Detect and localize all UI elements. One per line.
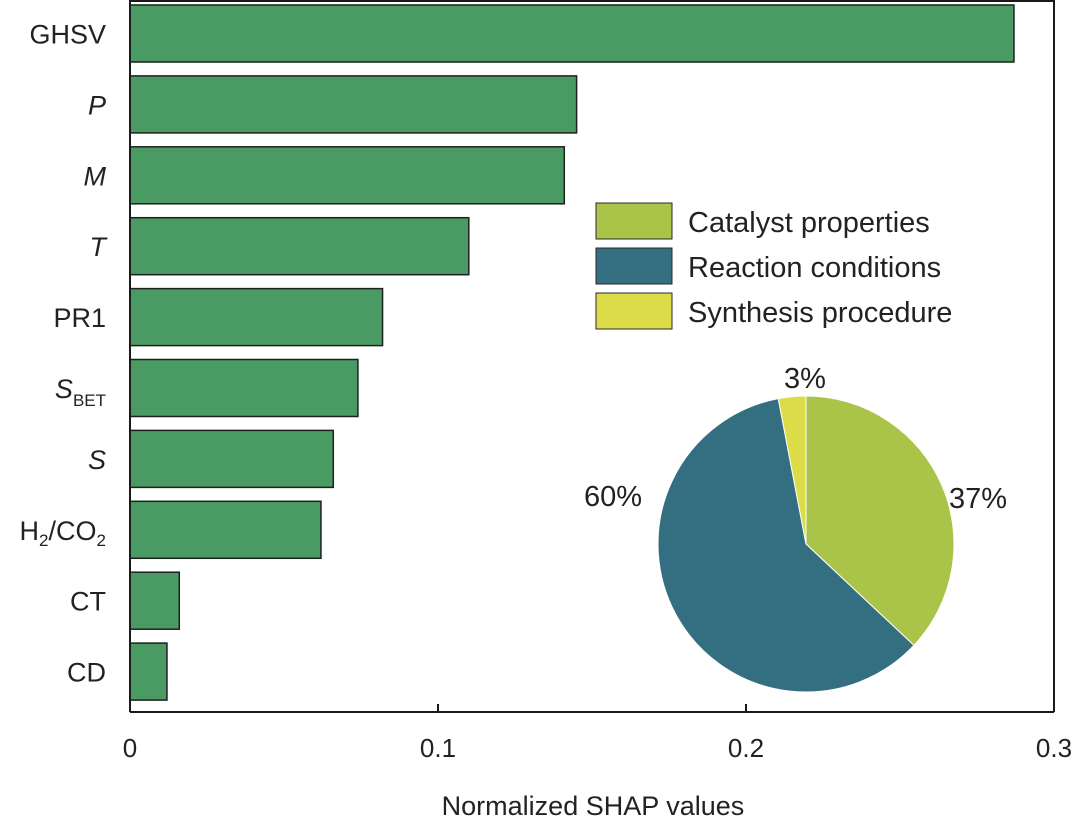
legend-label-0: Catalyst properties bbox=[688, 207, 930, 239]
y-axis-labels: GHSV P M T PR1 SBET S H2/CO2 CT CD bbox=[20, 20, 109, 688]
y-tick-label-4: PR1 bbox=[53, 303, 106, 333]
x-tick-label-1: 0.1 bbox=[420, 733, 456, 763]
x-tick-label-3: 0.3 bbox=[1036, 733, 1072, 763]
y-tick-label-1: P bbox=[88, 90, 106, 120]
y-tick-label-9: CD bbox=[67, 658, 106, 688]
bar-2 bbox=[129, 146, 566, 205]
bar-1 bbox=[129, 75, 578, 134]
legend-label-2: Synthesis procedure bbox=[688, 297, 952, 329]
bar-4 bbox=[129, 287, 384, 347]
bar-0 bbox=[129, 4, 1015, 63]
x-tick-label-2: 0.2 bbox=[728, 733, 764, 763]
bar-5 bbox=[129, 358, 359, 418]
x-tick-label-0: 0 bbox=[123, 733, 137, 763]
legend-swatch-1 bbox=[595, 247, 673, 285]
axes bbox=[129, 0, 1055, 713]
bar-9 bbox=[129, 642, 168, 701]
bar-3 bbox=[129, 216, 470, 276]
pie-slice-1 bbox=[657, 398, 915, 693]
pie-chart: 37% 60% 3% bbox=[584, 363, 1007, 693]
bar-8 bbox=[129, 571, 181, 630]
y-tick-label-0: GHSV bbox=[29, 20, 106, 50]
y-tick-label-8: CT bbox=[70, 587, 106, 617]
bars-layer bbox=[129, 4, 1015, 701]
legend-label-1: Reaction conditions bbox=[688, 252, 941, 284]
y-tick-label-6: S bbox=[88, 445, 106, 475]
y-tick-label-3: T bbox=[90, 232, 109, 262]
x-axis-title: Normalized SHAP values bbox=[442, 791, 745, 821]
legend: Catalyst properties Reaction conditions Sy… bbox=[595, 202, 952, 330]
y-tick-label-2: M bbox=[84, 161, 107, 191]
pie-slice-2 bbox=[777, 395, 807, 545]
pie-label-0: 37% bbox=[949, 483, 1007, 515]
y-tick-label-5: SBET bbox=[55, 374, 106, 410]
pie-slice-0 bbox=[805, 395, 955, 647]
pie-label-1: 60% bbox=[584, 481, 642, 513]
x-axis-ticks: 0 0.1 0.2 0.3 bbox=[123, 704, 1072, 763]
y-tick-label-7: H2/CO2 bbox=[20, 516, 106, 550]
bar-6 bbox=[129, 429, 335, 489]
bar-7 bbox=[129, 500, 322, 560]
pie-label-2: 3% bbox=[784, 363, 826, 395]
legend-swatch-0 bbox=[595, 202, 673, 240]
legend-swatch-2 bbox=[595, 292, 673, 330]
